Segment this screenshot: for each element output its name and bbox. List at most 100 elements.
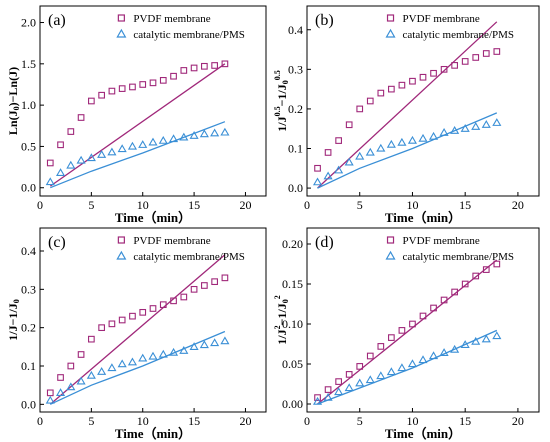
data-point xyxy=(335,137,342,144)
data-point xyxy=(199,129,209,138)
data-point xyxy=(482,266,490,273)
data-point xyxy=(210,128,220,137)
data-point xyxy=(366,352,374,360)
data-point xyxy=(471,122,481,130)
data-point xyxy=(428,131,439,140)
data-point xyxy=(158,349,168,358)
data-point xyxy=(365,147,375,156)
data-point xyxy=(386,139,396,148)
data-point xyxy=(323,171,333,180)
series-catalytic xyxy=(312,112,502,189)
data-point xyxy=(334,165,344,174)
data-point xyxy=(107,147,117,156)
data-point xyxy=(481,120,491,128)
panel-label: (b) xyxy=(315,12,334,29)
series-catalytic xyxy=(45,330,230,405)
x-tick-label: 15 xyxy=(459,198,471,212)
data-point xyxy=(67,362,75,370)
legend-marker xyxy=(386,236,395,244)
y-axis-label: 1/J−1/J0 xyxy=(6,299,21,341)
data-point xyxy=(211,278,218,286)
data-point xyxy=(430,69,437,77)
data-point xyxy=(493,260,501,268)
data-point xyxy=(66,382,76,391)
data-point xyxy=(460,340,470,348)
x-tick-label: 15 xyxy=(188,198,200,212)
data-point xyxy=(127,357,138,366)
x-tick-label: 10 xyxy=(137,198,149,212)
x-axis-label: Time（min） xyxy=(115,210,191,225)
data-point xyxy=(221,60,229,68)
y-tick-label: 0.0 xyxy=(288,181,303,195)
data-point xyxy=(220,336,230,345)
data-point xyxy=(190,285,198,293)
data-point xyxy=(492,331,502,340)
panel-label: (c) xyxy=(48,234,66,251)
data-point xyxy=(397,363,407,372)
y-tick-label: 0.10 xyxy=(282,317,303,331)
data-point xyxy=(108,320,116,328)
data-point xyxy=(419,73,427,81)
y-axis-label: Ln(J0)−Ln(J) xyxy=(6,67,21,135)
data-point xyxy=(201,282,208,289)
series-pvdf xyxy=(46,60,229,187)
legend-label: catalytic membrane/PMS xyxy=(403,29,515,41)
legend-item: catalytic membrane/PMS xyxy=(385,28,515,41)
legend-item: PVDF membrane xyxy=(386,13,480,25)
series-pvdf xyxy=(314,259,501,405)
data-point xyxy=(168,134,179,143)
data-point xyxy=(440,65,448,73)
plot-frame xyxy=(39,227,267,413)
y-tick-label: 0.3 xyxy=(21,282,36,296)
data-point xyxy=(148,137,158,146)
data-point xyxy=(149,79,157,87)
data-point xyxy=(118,316,126,324)
fit-line xyxy=(49,63,226,187)
x-tick-label: 5 xyxy=(88,414,94,428)
data-point xyxy=(77,114,85,121)
data-point xyxy=(366,97,374,105)
panel-label: (a) xyxy=(48,12,66,29)
data-point xyxy=(118,85,126,92)
panel-2: 0 5 10 15 20 0.0 0.1 0.2 0.3 0.4 Time（min） 1/J0.5−1… xyxy=(273,5,540,225)
legend-label: catalytic membrane/PMS xyxy=(403,251,515,263)
data-point xyxy=(314,164,321,172)
y-tick-label: 0.5 xyxy=(21,139,36,153)
data-point xyxy=(189,131,199,139)
data-point xyxy=(45,177,55,186)
y-tick-label: 0.00 xyxy=(282,397,303,411)
legend-marker xyxy=(385,250,396,260)
data-point xyxy=(97,367,107,375)
x-tick-label: 0 xyxy=(304,198,310,212)
x-tick-label: 10 xyxy=(406,414,418,428)
legend: PVDF membrane catalytic membrane/PMS xyxy=(385,13,515,41)
x-axis-label: Time（min） xyxy=(385,426,461,441)
x-tick-label: 5 xyxy=(357,198,363,212)
data-point xyxy=(409,77,416,85)
x-tick-label: 10 xyxy=(406,198,418,212)
data-point xyxy=(86,370,96,379)
data-point xyxy=(450,344,460,353)
data-point xyxy=(344,157,354,166)
data-point xyxy=(312,177,323,186)
x-axis-label: Time（min） xyxy=(385,210,461,225)
data-point xyxy=(179,345,189,354)
fit-line xyxy=(50,330,226,405)
legend-marker xyxy=(117,14,125,22)
data-point xyxy=(355,151,365,160)
data-point xyxy=(460,124,470,132)
legend-label: catalytic membrane/PMS xyxy=(133,251,245,263)
data-point xyxy=(179,132,189,141)
data-point xyxy=(407,135,418,144)
y-tick-label: 0.0 xyxy=(21,397,36,411)
legend-label: PVDF membrane xyxy=(403,13,480,25)
data-point xyxy=(210,338,220,347)
x-tick-label: 5 xyxy=(357,414,363,428)
legend: PVDF membrane catalytic membrane/PMS xyxy=(116,235,245,263)
data-point xyxy=(199,340,209,349)
data-point xyxy=(138,140,148,148)
series-pvdf xyxy=(314,21,501,189)
data-point xyxy=(418,355,428,364)
data-point xyxy=(334,387,344,396)
y-axis-label: 1/J0.5−1/J00.5 xyxy=(273,70,290,132)
